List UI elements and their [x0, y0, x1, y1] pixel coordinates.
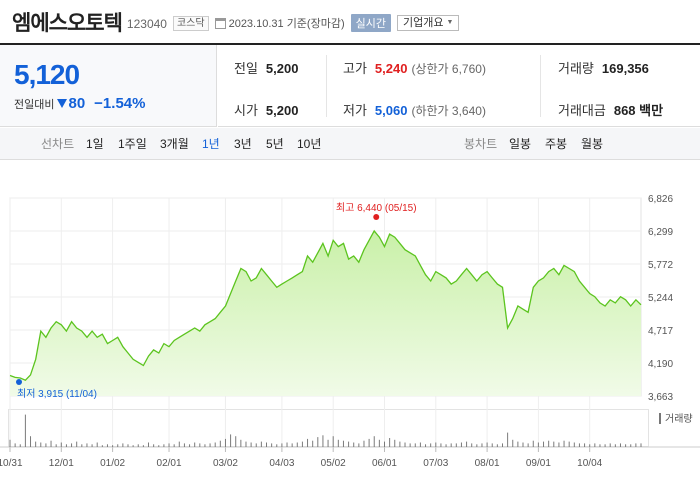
- lower-limit: (하한가 3,640): [411, 104, 486, 118]
- y-tick-label: 4,190: [648, 359, 673, 370]
- amount-cell: 거래대금 868 백만: [558, 100, 663, 119]
- corp-info-label: 기업개요: [403, 17, 444, 29]
- y-tick-label: 4,717: [648, 326, 673, 337]
- chevron-down-icon: ▼: [446, 19, 454, 26]
- change-percent: −1.54%: [94, 95, 146, 112]
- stock-header: 엠에스오토텍 123040 코스닥 2023.10.31 기준(장마감) 실시간…: [0, 0, 700, 43]
- tab-3y[interactable]: 3년: [234, 137, 252, 151]
- prev-close-value: 5,200: [265, 61, 299, 76]
- amount-label: 거래대금: [558, 103, 606, 118]
- corp-info-dropdown[interactable]: 기업개요 ▼: [397, 15, 460, 31]
- low-cell: 저가 5,060 (하한가 3,640): [343, 100, 486, 119]
- tab-5y[interactable]: 5년: [266, 137, 284, 151]
- x-tick-label: 07/03: [423, 458, 448, 469]
- x-tick-label: 06/01: [372, 458, 397, 469]
- tab-weekly-candle[interactable]: 주봉: [545, 137, 568, 151]
- price-line: [9, 229, 642, 381]
- x-tick-label: 03/02: [213, 458, 238, 469]
- high-annotation: 최고 6,440 (05/15): [336, 202, 417, 214]
- high-marker: [373, 214, 380, 220]
- candle-chart-label: 봉차트: [464, 137, 498, 151]
- market-badge: 코스닥: [172, 15, 209, 31]
- x-tick-label: 10/31: [0, 458, 23, 469]
- volume-value: 169,356: [601, 61, 649, 76]
- x-tick-label: 04/03: [269, 458, 294, 469]
- tab-1d[interactable]: 1일: [86, 137, 104, 151]
- open-label: 시가: [234, 103, 258, 118]
- y-tick-label: 3,663: [648, 392, 673, 403]
- tab-1w[interactable]: 1주일: [118, 137, 147, 151]
- change-row: 전일대비 80 −1.54%: [14, 95, 145, 112]
- x-tick-label: 08/01: [475, 458, 500, 469]
- chart-period-tabs: 선차트 1일 1주일 3개월 1년 3년 5년 10년 봉차트 일봉 주봉 월봉: [0, 128, 700, 160]
- x-tick-label: 05/02: [321, 458, 346, 469]
- line-chart-label: 선차트: [41, 137, 75, 151]
- divider: [326, 55, 327, 117]
- change-value: 80: [68, 95, 86, 112]
- open-cell: 시가 5,200: [234, 100, 298, 119]
- upper-limit: (상한가 6,760): [411, 62, 486, 76]
- volume-label: 거래량: [665, 413, 693, 425]
- divider: [540, 55, 541, 117]
- low-marker: [16, 379, 22, 385]
- x-tick-label: 01/02: [100, 458, 125, 469]
- header-divider: [0, 43, 700, 45]
- tab-3m[interactable]: 3개월: [160, 137, 189, 151]
- tab-daily-candle[interactable]: 일봉: [509, 137, 532, 151]
- price-chart: 6,826 6,299 5,772 5,244 4,717 4,190 3,663 10/31…: [0, 194, 700, 469]
- price-info-grid: 전일 5,200 시가 5,200 고가 5,240 (상한가 6,760) 저가 5,0…: [218, 45, 700, 127]
- prev-close-cell: 전일 5,200: [234, 58, 298, 77]
- low-value: 5,060: [374, 103, 408, 118]
- high-label: 고가: [343, 61, 367, 76]
- high-value: 5,240: [374, 61, 408, 76]
- calendar-icon: [214, 17, 226, 29]
- amount-value: 868 백만: [613, 103, 664, 118]
- change-label: 전일대비: [14, 99, 55, 111]
- prev-close-label: 전일: [234, 61, 258, 76]
- tab-monthly-candle[interactable]: 월봉: [581, 137, 604, 151]
- volume-label: 거래량: [558, 61, 594, 76]
- realtime-button[interactable]: 실시간: [350, 14, 391, 32]
- x-tick-label: 02/01: [157, 458, 182, 469]
- down-arrow-icon: [57, 99, 68, 108]
- y-tick-label: 6,299: [648, 227, 673, 238]
- x-tick-label: 09/01: [526, 458, 551, 469]
- x-tick-label: 12/01: [49, 458, 74, 469]
- low-annotation: 최저 3,915 (11/04): [17, 388, 97, 400]
- low-label: 저가: [343, 103, 367, 118]
- y-tick-label: 6,826: [648, 194, 673, 205]
- x-tick-label: 10/04: [577, 458, 602, 469]
- high-cell: 고가 5,240 (상한가 6,760): [343, 58, 486, 77]
- open-value: 5,200: [265, 103, 299, 118]
- volume-cell: 거래량 169,356: [558, 58, 649, 77]
- price-summary: 5,120 전일대비 80 −1.54%: [0, 45, 217, 127]
- current-price: 5,120: [14, 59, 80, 90]
- tab-1y[interactable]: 1년: [202, 137, 220, 151]
- base-date: 2023.10.31 기준(장마감): [228, 18, 345, 30]
- stock-name: 엠에스오토텍: [12, 11, 123, 35]
- stock-code: 123040: [126, 16, 167, 31]
- price-area: [10, 230, 641, 396]
- y-tick-label: 5,772: [648, 260, 673, 271]
- tab-10y[interactable]: 10년: [297, 137, 322, 151]
- y-tick-label: 5,244: [648, 293, 673, 304]
